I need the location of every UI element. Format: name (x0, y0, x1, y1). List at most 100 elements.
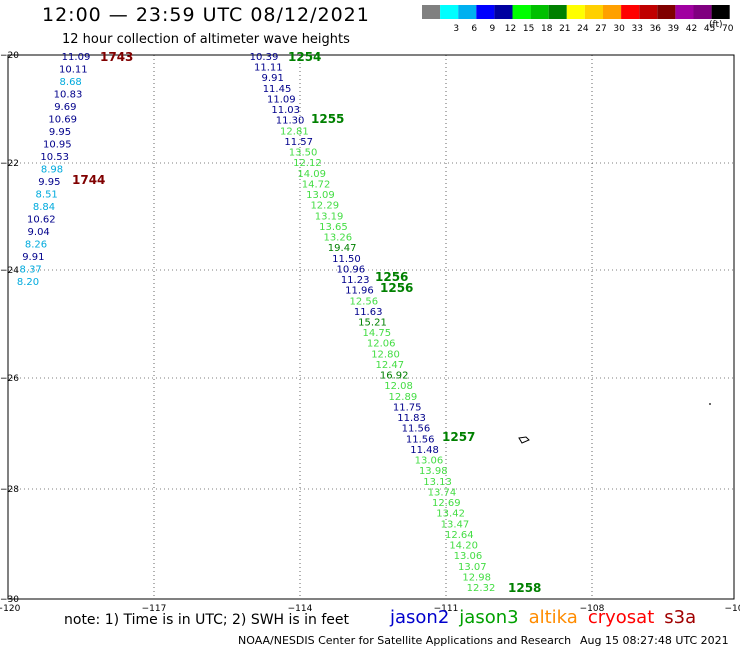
swh-value: 13.06 (415, 456, 444, 467)
swh-value: 13.07 (458, 562, 487, 573)
swh-value: 13.19 (315, 211, 344, 222)
credit-timestamp: Aug 15 08:27:48 UTC 2021 (580, 634, 729, 647)
swh-value: 11.48 (410, 445, 439, 456)
legend-cryosat: cryosat (587, 607, 655, 628)
scale-label: 18 (541, 24, 553, 34)
swh-value: 10.39 (250, 52, 279, 63)
swh-value: 12.81 (280, 126, 309, 137)
time-label: 1744 (72, 173, 105, 187)
swh-value: 8.26 (25, 240, 47, 251)
swh-value: 11.57 (284, 137, 313, 148)
swh-value: 10.11 (59, 65, 88, 76)
scale-swatch (494, 5, 513, 19)
swh-value: 10.69 (48, 115, 77, 126)
swh-value: 11.83 (397, 413, 426, 424)
swh-value: 11.63 (354, 307, 383, 318)
swh-value: 13.65 (319, 222, 348, 233)
legend-s3a: s3a (664, 607, 697, 628)
swh-value: 11.23 (341, 275, 370, 286)
swh-value: 10.83 (54, 90, 83, 101)
swh-value: 8.98 (41, 165, 63, 176)
swh-value: 11.50 (332, 254, 361, 265)
swh-value: 11.45 (263, 84, 292, 95)
x-tick-label: −114 (288, 604, 313, 612)
scale-swatch (458, 5, 477, 19)
swh-value: 15.21 (358, 318, 387, 329)
scale-swatch (530, 5, 549, 19)
x-tick-label: −117 (142, 604, 167, 612)
y-tick-label: −22 (0, 159, 19, 169)
legend-jason3: jason3 (459, 607, 519, 628)
map-title: 12:00 — 23:59 UTC 08/12/2021 (42, 4, 370, 26)
swh-value: 11.75 (393, 402, 422, 413)
swh-value: 12.89 (389, 392, 418, 403)
swh-value: 9.04 (28, 227, 50, 238)
scale-label: 39 (668, 24, 680, 34)
swh-value: 13.98 (419, 466, 448, 477)
scale-swatch (584, 5, 603, 19)
scale-label: 3 (453, 24, 459, 34)
swh-value: 12.29 (310, 201, 339, 212)
scale-label: 6 (471, 24, 477, 34)
scale-label: 24 (577, 24, 589, 34)
scale-swatch (621, 5, 640, 19)
x-tick-label: −108 (580, 604, 605, 612)
swh-value: 9.69 (54, 102, 76, 113)
swh-value: 8.84 (33, 202, 55, 213)
swh-value: 19.47 (328, 243, 357, 254)
swh-value: 12.12 (293, 158, 322, 169)
scale-swatch (603, 5, 622, 19)
scale-label: 15 (523, 24, 534, 34)
swh-value: 11.09 (62, 52, 91, 63)
swh-value: 8.68 (60, 77, 82, 88)
island-dot (709, 403, 711, 405)
y-tick-label: −28 (0, 485, 19, 495)
swh-value: 10.95 (43, 140, 72, 151)
scale-label: 21 (559, 24, 570, 34)
swh-value: 11.96 (345, 286, 374, 297)
swh-value: 12.32 (467, 583, 496, 594)
scale-swatch (548, 5, 567, 19)
time-label: 1254 (288, 50, 321, 64)
satellite-legend: jason2 jason3 altika cryosat s3a (390, 607, 706, 628)
scale-label: 12 (505, 24, 516, 34)
scale-label: 27 (595, 24, 606, 34)
swh-value: 12.47 (376, 360, 405, 371)
swh-value: 13.74 (428, 487, 457, 498)
x-tick-label: −120 (0, 604, 21, 612)
map-frame (7, 54, 735, 600)
time-label: 1258 (508, 581, 541, 595)
y-tick-label: −20 (0, 51, 19, 61)
time-label: 1256 (375, 270, 408, 284)
legend-jason2: jason2 (390, 607, 450, 628)
swh-value: 8.37 (20, 265, 42, 276)
swh-value: 14.75 (363, 328, 392, 339)
swh-value: 11.09 (267, 94, 296, 105)
swh-value: 13.09 (306, 190, 335, 201)
scale-label: 36 (650, 24, 662, 34)
swh-value: 8.20 (17, 277, 39, 288)
swh-value: 8.51 (36, 190, 58, 201)
legend-altika: altika (528, 607, 578, 628)
swh-value: 14.72 (302, 179, 331, 190)
swh-value: 13.13 (423, 477, 452, 488)
scale-label: 30 (613, 24, 625, 34)
swh-value: 11.30 (276, 116, 305, 127)
swh-value: 16.92 (380, 371, 409, 382)
scale-label: 45 (704, 24, 715, 34)
scale-swatch (639, 5, 658, 19)
swh-value: 12.98 (462, 572, 491, 583)
swh-value: 12.56 (349, 296, 378, 307)
scale-label: 33 (631, 24, 642, 34)
scale-swatch (657, 5, 676, 19)
swh-value: 9.91 (22, 252, 44, 263)
y-tick-label: −30 (0, 595, 19, 605)
swh-value: 11.11 (254, 63, 283, 74)
time-label: 1256 (380, 281, 413, 295)
footnote: note: 1) Time is in UTC; 2) SWH is in fe… (64, 612, 350, 628)
swh-value: 13.26 (323, 233, 352, 244)
swh-value: 14.09 (297, 169, 326, 180)
y-tick-label: −24 (0, 266, 19, 276)
swh-value: 12.69 (432, 498, 461, 509)
swh-value: 10.96 (336, 264, 365, 275)
